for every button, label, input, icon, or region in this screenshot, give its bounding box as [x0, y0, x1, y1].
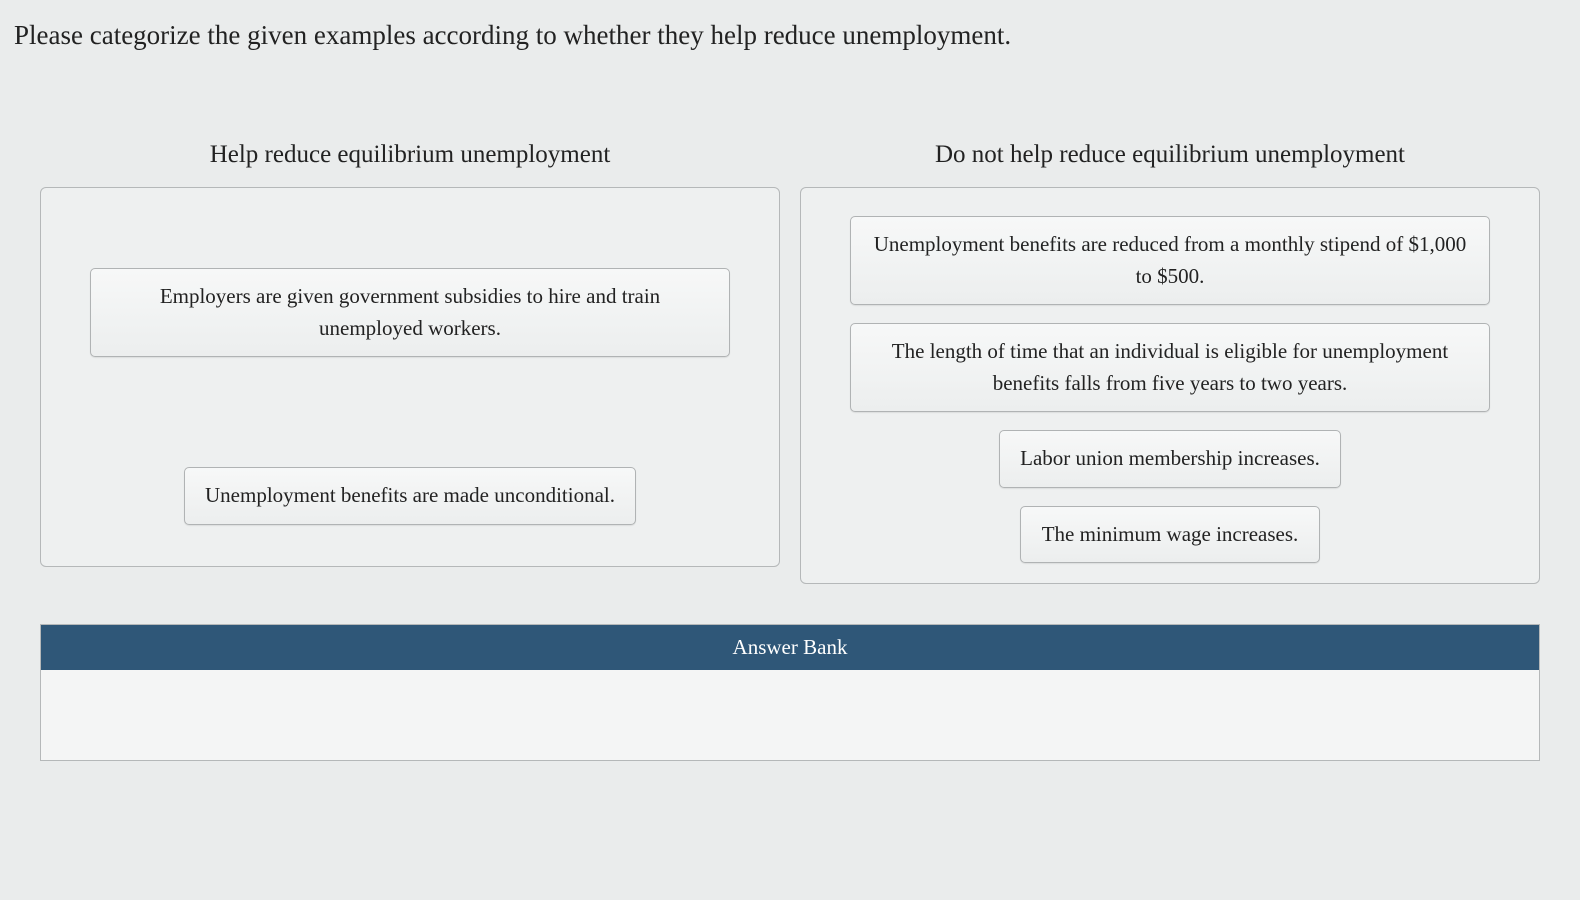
draggable-item[interactable]: Unemployment benefits are made unconditi… — [184, 467, 636, 525]
draggable-item[interactable]: Labor union membership increases. — [999, 430, 1341, 488]
answer-bank-header: Answer Bank — [41, 625, 1539, 670]
column-left-title: Help reduce equilibrium unemployment — [40, 141, 780, 169]
draggable-item[interactable]: The minimum wage increases. — [1020, 506, 1320, 564]
draggable-item[interactable]: Employers are given government subsidies… — [90, 268, 730, 357]
draggable-item[interactable]: The length of time that an individual is… — [850, 323, 1490, 412]
drop-zone-left[interactable]: Employers are given government subsidies… — [40, 187, 780, 567]
categorization-columns: Help reduce equilibrium unemployment Emp… — [10, 141, 1570, 584]
answer-bank: Answer Bank — [40, 624, 1540, 761]
draggable-item[interactable]: Unemployment benefits are reduced from a… — [850, 216, 1490, 305]
column-right-title: Do not help reduce equilibrium unemploym… — [800, 141, 1540, 169]
drop-zone-right[interactable]: Unemployment benefits are reduced from a… — [800, 187, 1540, 584]
column-right: Do not help reduce equilibrium unemploym… — [800, 141, 1540, 584]
question-prompt: Please categorize the given examples acc… — [10, 20, 1570, 51]
answer-bank-drop-zone[interactable] — [41, 670, 1539, 760]
question-page: Please categorize the given examples acc… — [0, 0, 1580, 900]
column-left: Help reduce equilibrium unemployment Emp… — [40, 141, 780, 584]
